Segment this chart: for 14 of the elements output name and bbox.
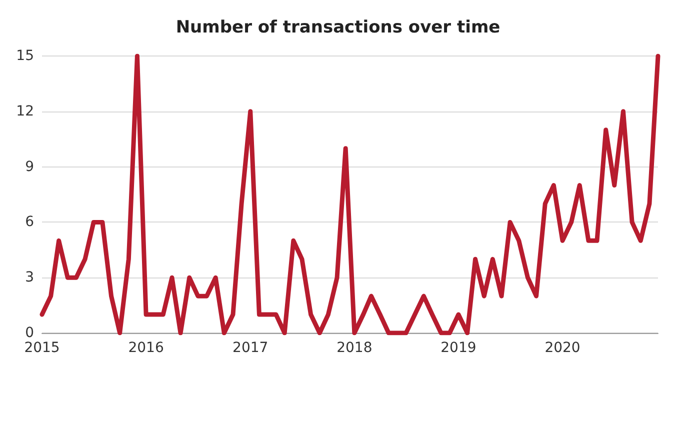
y-tick-label: 3	[25, 270, 34, 286]
y-tick-label: 15	[16, 48, 34, 64]
x-tick-label: 2016	[128, 340, 164, 356]
y-tick-label: 12	[16, 103, 34, 120]
y-tick-label: 9	[25, 158, 34, 175]
x-tick-label: 2020	[544, 340, 580, 356]
y-tick-label: 6	[25, 214, 34, 230]
x-tick-label: 2019	[440, 340, 476, 356]
line-series	[40, 54, 660, 336]
y-tick-label: 0	[25, 325, 34, 341]
x-tick-label: 2018	[336, 340, 372, 356]
x-tick-label: 2017	[232, 340, 268, 356]
x-tick-label: 2015	[24, 340, 60, 356]
chart-title: Number of transactions over time	[176, 18, 500, 38]
